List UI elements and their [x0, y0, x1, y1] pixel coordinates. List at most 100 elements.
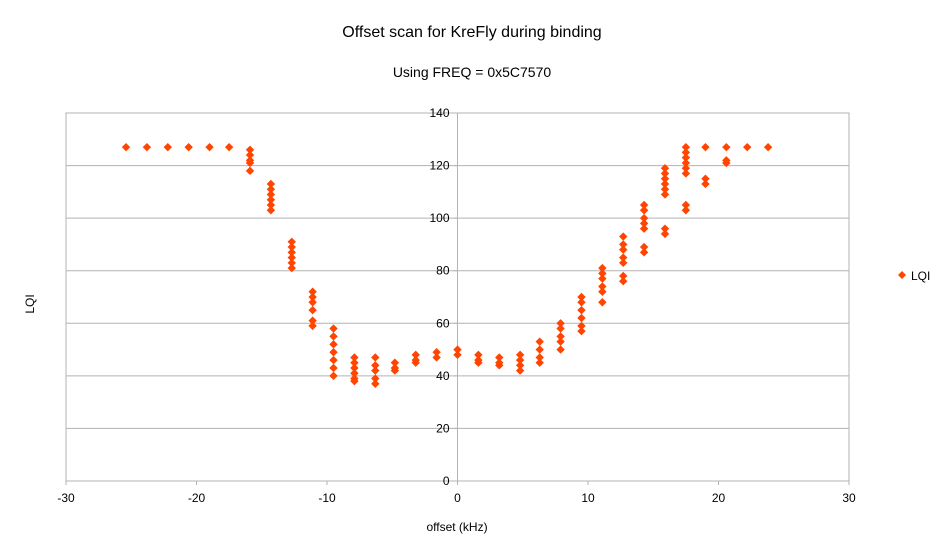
data-point: [329, 348, 338, 357]
data-point: [681, 142, 691, 152]
x-tick-label: 20: [712, 491, 726, 505]
y-tick-label: 120: [429, 159, 449, 173]
data-point: [577, 326, 586, 336]
data-point: [205, 142, 214, 152]
data-point: [619, 253, 628, 262]
data-point: [639, 200, 649, 210]
legend-label: LQI: [911, 269, 930, 283]
data-point: [619, 271, 628, 281]
data-point: [515, 350, 525, 360]
data-point: [350, 353, 359, 362]
data-point: [556, 324, 565, 333]
data-point: [660, 174, 670, 183]
data-point: [639, 242, 649, 252]
data-point: [371, 366, 380, 375]
data-point: [619, 277, 628, 286]
data-point: [639, 248, 649, 257]
data-point: [266, 185, 276, 194]
data-point: [660, 185, 670, 194]
data-point: [701, 174, 710, 183]
data-point: [350, 369, 359, 378]
data-point: [432, 353, 441, 362]
data-point: [224, 142, 234, 152]
data-point: [681, 158, 691, 168]
data-point: [287, 237, 296, 246]
data-point: [577, 292, 586, 302]
data-point: [495, 361, 504, 370]
data-point: [619, 245, 628, 254]
data-point: [598, 287, 607, 296]
data-point: [763, 142, 773, 152]
data-point: [287, 242, 296, 252]
y-tick-labels: 0 20 40 60 80 100 120 140: [429, 106, 449, 488]
data-point: [121, 142, 131, 152]
data-point: [598, 269, 607, 278]
data-point: [329, 340, 338, 349]
data-point: [266, 206, 276, 215]
data-point: [660, 164, 670, 173]
data-point: [495, 353, 504, 362]
y-tick-label: 0: [443, 474, 450, 488]
data-point: [598, 274, 607, 283]
data-point: [371, 379, 380, 388]
data-point: [556, 345, 565, 354]
x-tick-label: 0: [454, 491, 461, 505]
legend: LQI: [898, 269, 930, 283]
x-tick-label: -10: [318, 491, 336, 505]
data-point: [577, 305, 586, 315]
data-point: [598, 298, 607, 307]
y-tick-label: 40: [436, 369, 450, 383]
data-point: [681, 153, 691, 162]
data-point: [660, 224, 670, 233]
legend-marker: [898, 271, 906, 279]
data-point: [245, 145, 255, 154]
data-point: [371, 353, 380, 362]
data-point: [619, 258, 628, 268]
data-point: [556, 332, 565, 341]
data-point: [350, 363, 359, 373]
data-point: [329, 355, 338, 365]
data-point: [266, 200, 276, 210]
y-axis-label: LQI: [23, 294, 37, 313]
data-point: [245, 150, 255, 160]
axes: [65, 112, 850, 485]
data-point: [515, 355, 525, 365]
data-point: [350, 376, 359, 386]
data-point: [184, 142, 193, 152]
data-point: [266, 190, 276, 199]
data-point: [535, 345, 544, 354]
data-point: [577, 298, 586, 307]
data-point: [453, 345, 462, 354]
data-point: [245, 166, 255, 176]
data-point: [453, 350, 462, 360]
data-point: [371, 374, 380, 383]
data-point: [681, 164, 691, 173]
data-point: [598, 282, 607, 291]
data-point: [619, 232, 628, 241]
x-tick-label: -20: [188, 491, 206, 505]
data-point: [432, 348, 441, 357]
chart-subtitle: Using FREQ = 0x5C7570: [393, 64, 552, 80]
data-point: [287, 258, 296, 268]
y-tick-label: 20: [436, 421, 450, 435]
data-point: [556, 319, 565, 328]
data-point: [556, 337, 565, 346]
y-tick-label: 80: [436, 264, 450, 278]
data-point: [660, 169, 670, 178]
data-point: [535, 337, 544, 346]
data-point: [329, 363, 338, 373]
chart-title: Offset scan for KreFly during binding: [342, 24, 601, 41]
data-point: [287, 248, 296, 257]
data-point: [245, 158, 255, 168]
data-point: [308, 292, 317, 302]
data-point: [474, 358, 483, 367]
data-point: [329, 324, 338, 333]
y-tick-label: 60: [436, 316, 450, 330]
data-point: [535, 358, 544, 367]
x-tick-labels: -30 -20 -10 0 10 20 30: [57, 491, 856, 505]
x-axis-label: offset (kHz): [426, 520, 487, 534]
data-point: [577, 321, 586, 331]
data-point: [619, 240, 628, 249]
